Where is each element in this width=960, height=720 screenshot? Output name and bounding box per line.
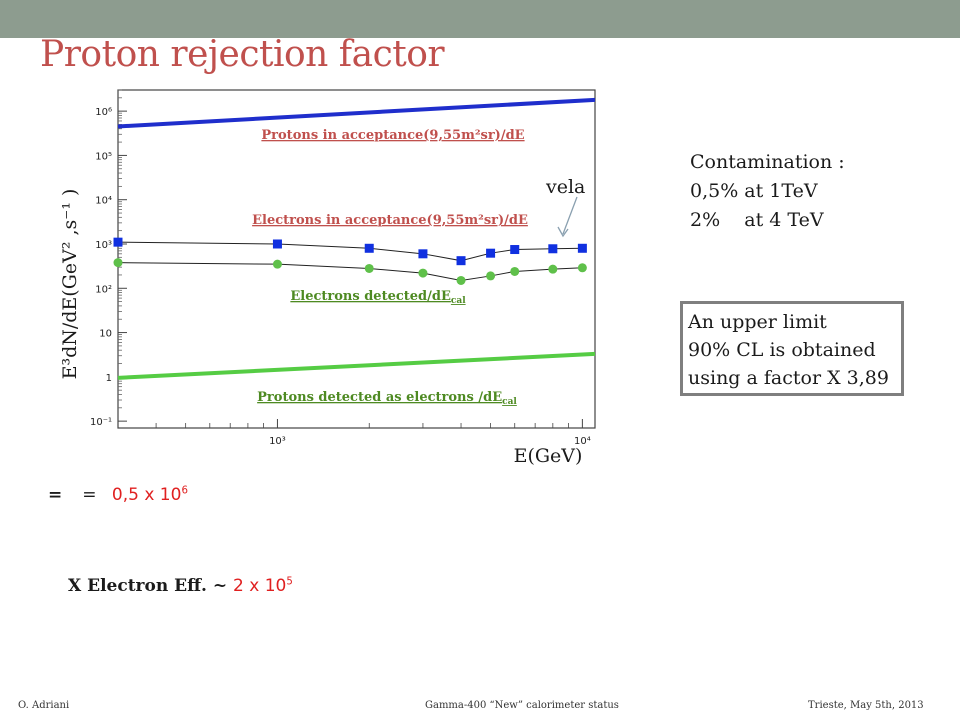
slide-title: Proton rejection factor — [40, 34, 445, 75]
plot-frame — [117, 89, 596, 429]
series-line — [117, 351, 596, 380]
data-point — [548, 244, 558, 254]
y-tick-label: 1 — [106, 373, 112, 384]
electrons-detected-label-sub: cal — [451, 296, 466, 306]
series-label-electrons-detected: Electrons detected/dEcal — [290, 289, 466, 306]
x-tick-label: 10³ — [269, 436, 286, 447]
series-line — [117, 97, 596, 129]
x-tick-label: 10⁴ — [574, 436, 591, 447]
rejection-value-exponent: 6 — [181, 485, 188, 497]
formula-equals-1: = — [48, 485, 63, 505]
efficiency-value: 2 x 105 — [233, 576, 293, 596]
data-point — [548, 264, 558, 274]
data-point — [113, 237, 123, 247]
data-point — [272, 239, 282, 249]
data-point — [456, 256, 466, 266]
electrons-detected-label-text: Electrons detected/dE — [290, 289, 451, 304]
y-tick-label: 10⁵ — [95, 151, 112, 162]
protons-detected-label-text: Protons detected as electrons /dE — [257, 390, 502, 405]
series-label-protons-acceptance: Protons in acceptance(9,55m²sr)/dE — [261, 128, 524, 143]
x-axis-label: E(GeV) — [514, 445, 583, 467]
y-tick-label: 10⁴ — [95, 196, 112, 207]
series-label-electrons-acceptance: Electrons in acceptance(9,55m²sr)/dE — [252, 213, 528, 228]
y-axis-label: E³dN/dE(GeV² ,s⁻¹ ) — [59, 189, 81, 380]
upper-limit-line-3: using a factor X 3,89 — [688, 367, 889, 389]
data-point — [418, 249, 428, 259]
data-point — [486, 248, 496, 258]
series-label-protons-detected: Protons detected as electrons /dEcal — [257, 390, 517, 407]
rejection-value-mantissa: 0,5 x 10 — [111, 485, 182, 505]
y-tick-label: 10 — [99, 329, 112, 340]
y-tick-label: 10³ — [95, 240, 112, 251]
upper-limit-line-2: 90% CL is obtained — [688, 339, 876, 361]
data-point — [577, 243, 587, 253]
upper-limit-line-1: An upper limit — [688, 311, 827, 333]
data-point — [364, 263, 374, 273]
data-point — [510, 266, 520, 276]
vela-arrow — [562, 196, 578, 235]
contamination-heading: Contamination : — [690, 151, 845, 173]
data-point — [456, 275, 466, 285]
rejection-value: 0,5 x 106 — [112, 485, 188, 505]
footer-place-date: Trieste, May 5th, 2013 — [808, 700, 924, 711]
rejection-formula: = = 0,5 x 106 — [48, 485, 188, 505]
footer-author: O. Adriani — [18, 700, 70, 711]
footer-talk-title: Gamma-400 “New” calorimeter status — [425, 700, 619, 711]
protons-detected-label-sub: cal — [502, 397, 517, 407]
data-point — [272, 259, 282, 269]
data-point — [364, 243, 374, 253]
data-point — [510, 245, 520, 255]
y-tick-label: 10² — [95, 284, 112, 295]
upper-limit-box: An upper limit 90% CL is obtained using … — [680, 301, 904, 396]
top-banner — [0, 0, 960, 38]
y-tick-label: 10⁶ — [95, 107, 112, 118]
data-point — [418, 268, 428, 278]
y-tick-label: 10⁻¹ — [90, 417, 112, 428]
contamination-note: Contamination : 0,5% at 1TeV 2% at 4 TeV — [690, 148, 845, 235]
data-point — [577, 263, 587, 273]
data-point — [113, 258, 123, 268]
efficiency-value-mantissa: 2 x 10 — [233, 576, 287, 596]
contamination-line-4tev: 2% at 4 TeV — [690, 209, 824, 231]
vela-annotation: vela — [545, 176, 585, 198]
formula-equals-2: = — [82, 485, 97, 505]
efficiency-value-exponent: 5 — [286, 576, 293, 588]
electron-efficiency-label: X Electron Eff. ~ — [68, 576, 228, 596]
contamination-line-1tev: 0,5% at 1TeV — [690, 180, 818, 202]
data-point — [486, 271, 496, 281]
spectrum-plot: 10⁻¹ 1 10 10² 10³ 10⁴ 10⁵ 10⁶ 10³ 10⁴ E³dN/dE(GeV… — [59, 89, 596, 467]
electron-efficiency-line: X Electron Eff. ~ 2 x 105 — [68, 576, 293, 596]
vela-arrowhead — [557, 226, 569, 238]
